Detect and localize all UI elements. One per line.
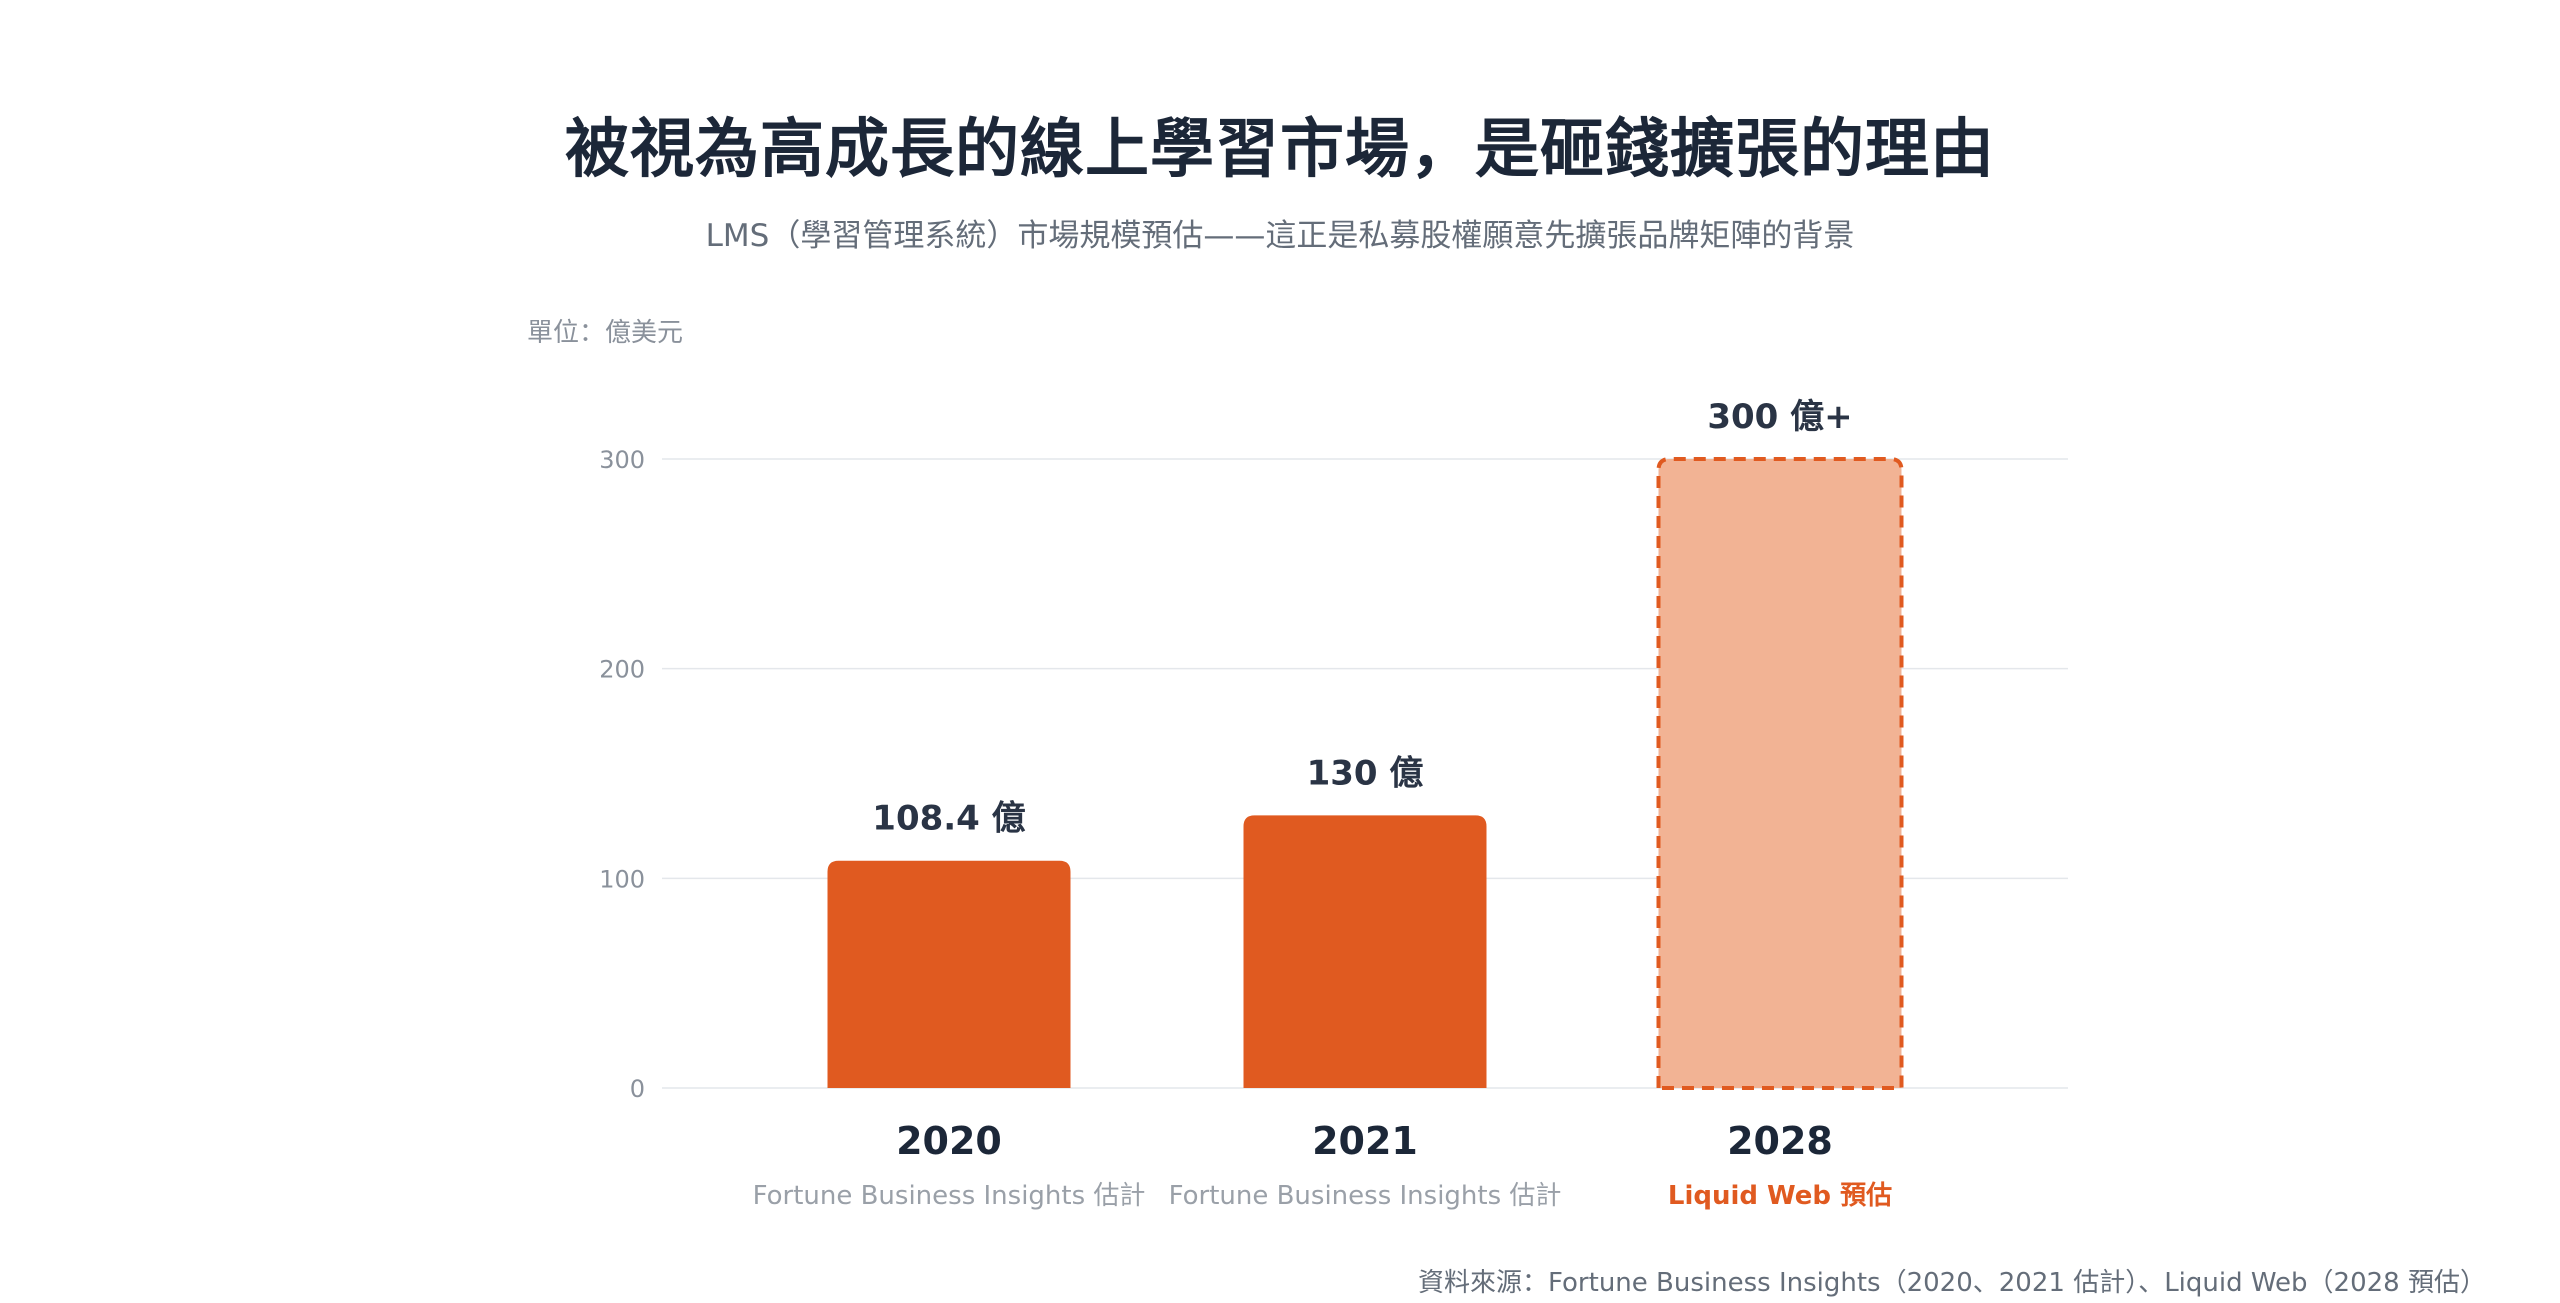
y-tick-label: 100 bbox=[599, 865, 645, 893]
value-label: 108.4 億 bbox=[872, 799, 1025, 839]
chart-title: 被視為高成長的線上學習市場，是砸錢擴張的理由 bbox=[565, 113, 1995, 187]
bar bbox=[827, 860, 1071, 1088]
x-tick-label: 2020 bbox=[896, 1119, 1002, 1163]
category-source-label: Fortune Business Insights 估計 bbox=[753, 1181, 1146, 1211]
chart-subtitle: LMS（學習管理系統）市場規模預估——這正是私募股權願意先擴張品牌矩陣的背景 bbox=[705, 218, 1855, 254]
category-source-label: Liquid Web 預估 bbox=[1668, 1181, 1892, 1211]
bar bbox=[1243, 815, 1487, 1088]
y-tick-label: 0 bbox=[630, 1075, 645, 1103]
bar-forecast bbox=[1656, 457, 1904, 1090]
y-tick-label: 300 bbox=[599, 446, 645, 474]
y-tick-label: 200 bbox=[599, 656, 645, 684]
bar-layer bbox=[827, 457, 1904, 1090]
category-source-label: Fortune Business Insights 估計 bbox=[1169, 1181, 1562, 1211]
value-label: 300 億+ bbox=[1707, 397, 1852, 437]
unit-label: 單位：億美元 bbox=[527, 318, 684, 348]
x-tick-label: 2028 bbox=[1727, 1119, 1833, 1163]
label-layer: 108.4 億 2020 Fortune Business Insights 估計 1… bbox=[753, 397, 1893, 1211]
value-label: 130 億 bbox=[1307, 753, 1424, 793]
source-note: 資料來源：Fortune Business Insights（2020、2021… bbox=[1418, 1268, 2486, 1298]
x-tick-label: 2021 bbox=[1312, 1119, 1418, 1163]
